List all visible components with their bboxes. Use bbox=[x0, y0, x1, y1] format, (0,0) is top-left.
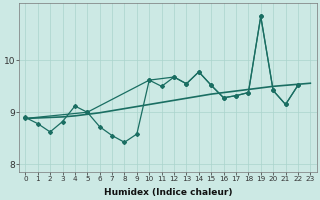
X-axis label: Humidex (Indice chaleur): Humidex (Indice chaleur) bbox=[104, 188, 232, 197]
